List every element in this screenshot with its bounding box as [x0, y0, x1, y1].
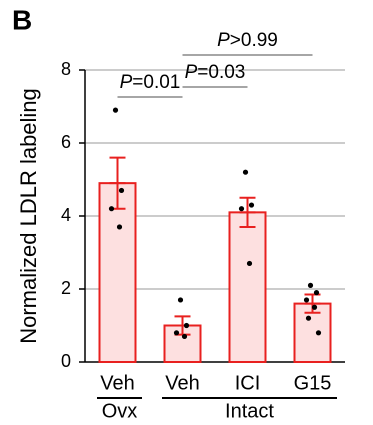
- error-bar: [174, 315, 191, 336]
- error-bar: [239, 196, 256, 228]
- data-point: [305, 315, 312, 321]
- data-point: [246, 260, 253, 267]
- data-point: [311, 304, 318, 310]
- y-tick-label: 0: [61, 351, 71, 371]
- data-point: [118, 187, 125, 194]
- data-point: [238, 206, 245, 212]
- comparison-label: P=0.01: [120, 72, 181, 93]
- comparison-label: P>0.99: [217, 30, 278, 51]
- data-point: [181, 333, 188, 340]
- data-point: [313, 290, 320, 296]
- error-bar: [109, 156, 126, 210]
- group-label: Intact: [225, 400, 274, 422]
- x-tick-label: Veh: [165, 372, 199, 394]
- y-tick-label: 8: [61, 59, 71, 79]
- data-point: [116, 224, 123, 230]
- comparison-label: P=0.03: [185, 62, 246, 83]
- y-tick-label: 6: [61, 132, 71, 152]
- bar: [293, 302, 332, 364]
- y-axis-label: Normalized LDLR labeling: [16, 88, 41, 344]
- group-label: Ovx: [102, 400, 138, 422]
- data-point: [177, 297, 184, 303]
- data-point: [303, 297, 310, 303]
- x-tick-label: ICI: [235, 372, 261, 394]
- x-tick-label: Veh: [100, 372, 134, 394]
- x-tick-label: G15: [294, 372, 332, 394]
- bar: [228, 211, 267, 363]
- y-tick-label: 4: [61, 205, 71, 225]
- data-point: [242, 169, 249, 175]
- data-point: [108, 206, 115, 212]
- data-point: [112, 107, 119, 113]
- data-point: [173, 330, 180, 336]
- data-point: [307, 282, 314, 288]
- error-bar: [304, 293, 321, 314]
- panel-label: B: [12, 4, 32, 35]
- bar: [98, 182, 137, 363]
- data-point: [248, 202, 255, 208]
- data-point: [183, 322, 190, 329]
- y-tick-label: 2: [61, 278, 71, 298]
- data-point: [315, 330, 322, 336]
